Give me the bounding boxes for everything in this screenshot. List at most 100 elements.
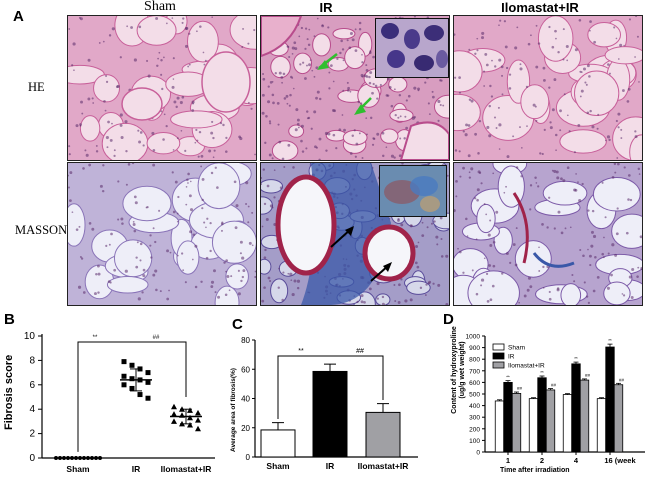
chart-b-point bbox=[195, 409, 201, 416]
chart-d-bar bbox=[503, 381, 513, 453]
chart-d-ytick-label: 800 bbox=[469, 357, 480, 364]
chart-d-category-label: 1 bbox=[506, 456, 510, 465]
chart-b-point bbox=[195, 425, 201, 432]
chart-c-ytick-label: 20 bbox=[241, 424, 250, 433]
chart-b-point bbox=[78, 456, 82, 460]
chart-d-category-label: 2 bbox=[540, 456, 544, 465]
panel-c-letter: C bbox=[232, 316, 243, 333]
chart-c-ytick-label: 0 bbox=[246, 453, 251, 462]
chart-d-ytick-label: 100 bbox=[469, 438, 480, 445]
chart-c-category-label: IR bbox=[326, 461, 335, 471]
chart-d-bar bbox=[613, 384, 624, 453]
magnified-inset-masson bbox=[379, 165, 447, 217]
chart-d-bar bbox=[537, 377, 547, 453]
micrograph-masson-sham bbox=[67, 162, 257, 306]
chart-d-bar bbox=[562, 394, 573, 453]
chart-d-ytick-label: 700 bbox=[469, 368, 480, 375]
panel-d-letter: D bbox=[443, 311, 454, 328]
chart-d-sig-label: ** bbox=[608, 338, 612, 343]
chart-b-point bbox=[94, 456, 98, 460]
panel-a-letter: A bbox=[13, 8, 24, 25]
chart-b-point bbox=[187, 407, 193, 413]
chart-b-sig-left: ** bbox=[93, 335, 98, 341]
chart-b-category-label: Ilomastat+IR bbox=[161, 464, 212, 474]
chart-b-category-label: IR bbox=[132, 464, 141, 474]
chart-b-point bbox=[195, 417, 201, 423]
chart-c-ytick-label: 40 bbox=[241, 395, 250, 404]
chart-b-point bbox=[129, 376, 135, 382]
chart-d-sig-label: ## bbox=[619, 377, 625, 382]
chart-c-sig-right: ## bbox=[356, 348, 364, 355]
chart-d-bar bbox=[596, 398, 607, 453]
chart-d-legend-swatch bbox=[492, 343, 505, 351]
chart-b-point bbox=[70, 456, 74, 460]
chart-b-point bbox=[171, 411, 177, 417]
chart-d-ytick-label: 500 bbox=[469, 392, 480, 399]
magnified-inset-he bbox=[375, 18, 449, 78]
chart-b-point bbox=[171, 403, 177, 410]
column-header-ilomastat-ir: Ilomastat+IR bbox=[501, 0, 579, 15]
chart-b-ytick-label: 8 bbox=[29, 355, 35, 366]
chart-b-point bbox=[121, 382, 127, 388]
chart-d-sig-label: ** bbox=[506, 375, 510, 380]
chart-b-point bbox=[54, 456, 58, 460]
chart-d-ytick-label: 1000 bbox=[466, 334, 481, 341]
chart-c-category-label: Sham bbox=[266, 461, 290, 471]
chart-c-ytick-label: 80 bbox=[241, 336, 250, 345]
chart-b-ytick-label: 0 bbox=[29, 453, 35, 464]
chart-d-ytick-label: 200 bbox=[469, 426, 480, 433]
chart-b-point bbox=[74, 456, 78, 460]
chart-d-legend-label: Ilomastat+IR bbox=[508, 363, 545, 370]
panel-d-xlabel: Time after irradiation bbox=[500, 467, 570, 474]
chart-d-bar bbox=[494, 400, 505, 453]
chart-b-point bbox=[137, 392, 143, 398]
chart-d-ytick-label: 0 bbox=[476, 450, 480, 457]
chart-b-point bbox=[62, 456, 66, 460]
chart-b-point bbox=[86, 456, 90, 460]
chart-d-ytick-label: 600 bbox=[469, 380, 480, 387]
chart-d-sig-label: ## bbox=[551, 383, 557, 388]
micrograph-he-sham bbox=[67, 15, 257, 161]
chart-d-ytick-label: 400 bbox=[469, 403, 480, 410]
chart-c-category-label: Ilomastat+IR bbox=[358, 461, 409, 471]
column-header-ir: IR bbox=[319, 0, 333, 15]
chart-d-bar bbox=[528, 398, 539, 453]
chart-b-point bbox=[121, 373, 127, 379]
micrograph-he-ilomastat-ir bbox=[453, 15, 643, 161]
chart-b-point bbox=[121, 359, 127, 365]
chart-b-point bbox=[129, 362, 135, 368]
micrograph-masson-ir bbox=[260, 162, 450, 306]
chart-b-ytick-label: 6 bbox=[29, 380, 35, 391]
chart-d-bar bbox=[579, 379, 590, 453]
chart-b-point bbox=[145, 370, 151, 376]
chart-c-sig-bracket bbox=[277, 355, 384, 419]
row-header-masson: MASSON bbox=[15, 223, 68, 237]
chart-d-bar bbox=[571, 363, 581, 453]
chart-b-point bbox=[58, 456, 62, 460]
chart-d-legend-label: Sham bbox=[508, 345, 525, 352]
chart-b-point bbox=[66, 456, 70, 460]
chart-d-category-label: 16 (week bbox=[604, 456, 636, 465]
chart-b-point bbox=[145, 379, 151, 385]
chart-b-ytick-label: 4 bbox=[29, 404, 35, 415]
chart-d-ytick-label: 900 bbox=[469, 345, 480, 352]
chart-b-point bbox=[145, 395, 151, 401]
chart-c-sig-left: ** bbox=[298, 348, 304, 355]
row-header-he: HE bbox=[28, 80, 45, 94]
chart-b-point bbox=[171, 418, 177, 424]
column-header-sham: Sham bbox=[144, 0, 176, 14]
chart-d-legend-swatch bbox=[492, 361, 505, 369]
chart-c-bar bbox=[312, 370, 348, 458]
chart-b-point bbox=[187, 414, 193, 421]
chart-d-sig-label: ## bbox=[517, 386, 523, 391]
chart-b-point bbox=[90, 456, 94, 460]
chart-d-ytick-label: 300 bbox=[469, 415, 480, 422]
chart-d-legend-label: IR bbox=[508, 354, 515, 361]
micrograph-masson-ilomastat-ir bbox=[453, 162, 643, 306]
chart-c-ytick-label: 60 bbox=[241, 365, 250, 374]
chart-d-sig-label: ** bbox=[540, 370, 544, 375]
chart-d-legend-swatch bbox=[492, 352, 505, 360]
